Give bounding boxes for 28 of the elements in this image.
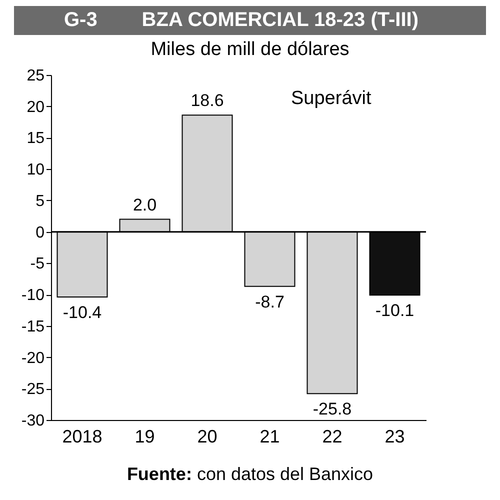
data-label: -10.1 xyxy=(375,301,414,320)
data-label: -8.7 xyxy=(255,292,284,312)
y-tick-label: 25 xyxy=(26,68,45,84)
y-tick-label: -5 xyxy=(30,256,45,273)
x-tick-label: 22 xyxy=(322,426,342,446)
y-tick-label: 15 xyxy=(26,130,45,148)
y-tick-label: 10 xyxy=(26,162,45,179)
data-label: 2.0 xyxy=(132,195,157,214)
chart-subtitle: Miles de mill de dólares xyxy=(150,39,350,61)
data-label: -25.8 xyxy=(312,400,352,419)
y-tick-label: -20 xyxy=(21,350,45,367)
data-label: -10.4 xyxy=(62,303,102,322)
y-tick-label: 5 xyxy=(36,192,45,210)
y-tick-label: 0 xyxy=(36,224,45,242)
y-tick-label: -25 xyxy=(21,381,45,398)
source-note: Fuente: con datos del Banxico xyxy=(126,464,374,485)
chart-title: G-3 BZA COMERCIAL 18-23 (T-III) xyxy=(14,6,486,35)
x-tick-label: 19 xyxy=(134,426,155,446)
data-label: 18.6 xyxy=(190,91,224,110)
x-tick-label: 2018 xyxy=(62,426,102,446)
y-tick-label: -10 xyxy=(21,287,45,304)
y-tick-label: -15 xyxy=(21,318,45,336)
y-tick-label: 20 xyxy=(26,98,45,116)
x-tick-label: 20 xyxy=(197,426,218,446)
annotation: Superávit xyxy=(291,88,372,109)
y-tick-label: -30 xyxy=(21,412,45,430)
x-tick-label: 21 xyxy=(260,426,280,446)
x-tick-label: 23 xyxy=(384,426,405,446)
